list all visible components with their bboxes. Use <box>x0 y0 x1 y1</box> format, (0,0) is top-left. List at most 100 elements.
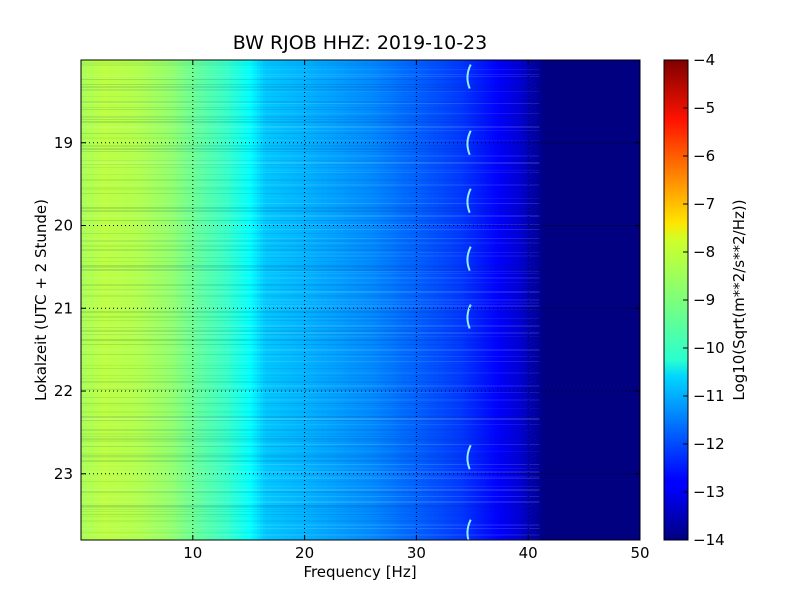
time-stripe <box>81 74 540 75</box>
time-stripe <box>81 121 540 123</box>
heatmap-cell <box>371 60 376 540</box>
time-stripe <box>81 440 540 442</box>
time-stripe <box>81 198 540 199</box>
grid-lines <box>81 60 640 540</box>
heatmap-cell <box>558 60 563 540</box>
heatmap-cell <box>477 60 482 540</box>
heatmap-cell <box>223 60 227 540</box>
heatmap-cell <box>203 60 208 540</box>
time-stripe <box>81 356 540 357</box>
heatmap-cell <box>279 60 283 540</box>
heatmap-cell <box>117 60 121 540</box>
heatmap-cell <box>500 60 504 540</box>
time-stripe <box>81 215 540 217</box>
heatmap-cell <box>598 60 602 540</box>
heatmap-cell <box>458 60 462 540</box>
heatmap-cell <box>519 60 524 540</box>
heatmap-cell <box>231 60 236 540</box>
heatmap-cell <box>265 60 269 540</box>
heatmap-cell <box>212 60 216 540</box>
time-stripe <box>81 496 540 497</box>
heatmap-cell <box>301 60 306 540</box>
y-tick-label: 23 <box>54 465 73 483</box>
colorbar-tick-label: −10 <box>693 339 725 357</box>
time-stripe <box>81 240 540 242</box>
time-stripe <box>81 349 540 351</box>
heatmap-cell <box>335 60 339 540</box>
heatmap-cell <box>187 60 191 540</box>
time-stripe <box>81 332 540 334</box>
time-stripe <box>81 528 540 529</box>
time-stripe <box>81 464 540 465</box>
heatmap-cell <box>240 60 244 540</box>
time-stripe <box>81 309 540 310</box>
line-feature-mark <box>466 64 472 89</box>
heatmap-cell <box>564 60 568 540</box>
colorbar-tick-label: −5 <box>693 99 715 117</box>
heatmap-cell <box>131 60 135 540</box>
heatmap-cell <box>528 60 532 540</box>
time-stripe <box>81 295 540 297</box>
heatmap-cell <box>634 60 638 540</box>
heatmap-cell <box>136 60 141 540</box>
time-stripe <box>81 365 540 366</box>
heatmap-cell <box>547 60 552 540</box>
heatmap-cell <box>176 60 180 540</box>
heatmap-cell <box>192 60 197 540</box>
heatmap-cell <box>368 60 373 540</box>
heatmap-cell <box>497 60 501 540</box>
time-stripe <box>81 89 540 91</box>
heatmap-cell <box>268 60 272 540</box>
time-stripe <box>81 64 540 66</box>
heatmap-cell <box>150 60 155 540</box>
heatmap-cell <box>354 60 359 540</box>
heatmap-cell <box>584 60 588 540</box>
colorbar-tick-label: −6 <box>693 147 715 165</box>
time-stripe <box>81 368 540 369</box>
time-stripe <box>81 411 540 413</box>
heatmap-cell <box>248 60 253 540</box>
time-stripe <box>81 69 540 70</box>
time-stripe <box>81 381 540 383</box>
y-axis-label: Lokalzeit (UTC + 2 Stunde) <box>32 199 50 401</box>
time-stripe <box>81 507 540 508</box>
time-stripe <box>81 220 540 221</box>
heatmap-cell <box>156 60 160 540</box>
heatmap-cell <box>299 60 303 540</box>
time-stripe <box>81 133 540 134</box>
time-stripe <box>81 438 540 440</box>
heatmap-cell <box>419 60 423 540</box>
time-stripe <box>81 524 540 526</box>
time-stripe <box>81 113 540 114</box>
heatmap-cell <box>245 60 250 540</box>
heatmap-cell <box>251 60 255 540</box>
heatmap-cell <box>125 60 130 540</box>
time-stripe <box>81 486 540 487</box>
heatmap-cell <box>455 60 459 540</box>
heatmap-cell <box>234 60 239 540</box>
time-stripe <box>81 509 540 510</box>
heatmap-cell <box>108 60 113 540</box>
colorbar-label: Log10(Sqrt(m**2/s**2/Hz)) <box>730 199 748 400</box>
heatmap-cell <box>447 60 451 540</box>
time-stripe <box>81 245 540 247</box>
heatmap-cell <box>617 60 622 540</box>
heatmap-cell <box>539 60 543 540</box>
time-stripe <box>81 433 540 435</box>
heatmap-cell <box>273 60 278 540</box>
time-stripe <box>81 267 540 268</box>
heatmap-cell <box>89 60 93 540</box>
time-stripe <box>81 265 540 267</box>
heatmap-cell <box>293 60 297 540</box>
heatmap-cell <box>511 60 515 540</box>
time-stripe <box>81 282 540 283</box>
time-stripe <box>81 361 540 362</box>
heatmap-cell <box>148 60 152 540</box>
y-tick-label: 21 <box>54 299 73 317</box>
time-stripe <box>81 187 540 189</box>
heatmap-cell <box>472 60 476 540</box>
heatmap-cell <box>92 60 96 540</box>
time-stripe <box>81 455 540 457</box>
heatmap-cell <box>217 60 222 540</box>
